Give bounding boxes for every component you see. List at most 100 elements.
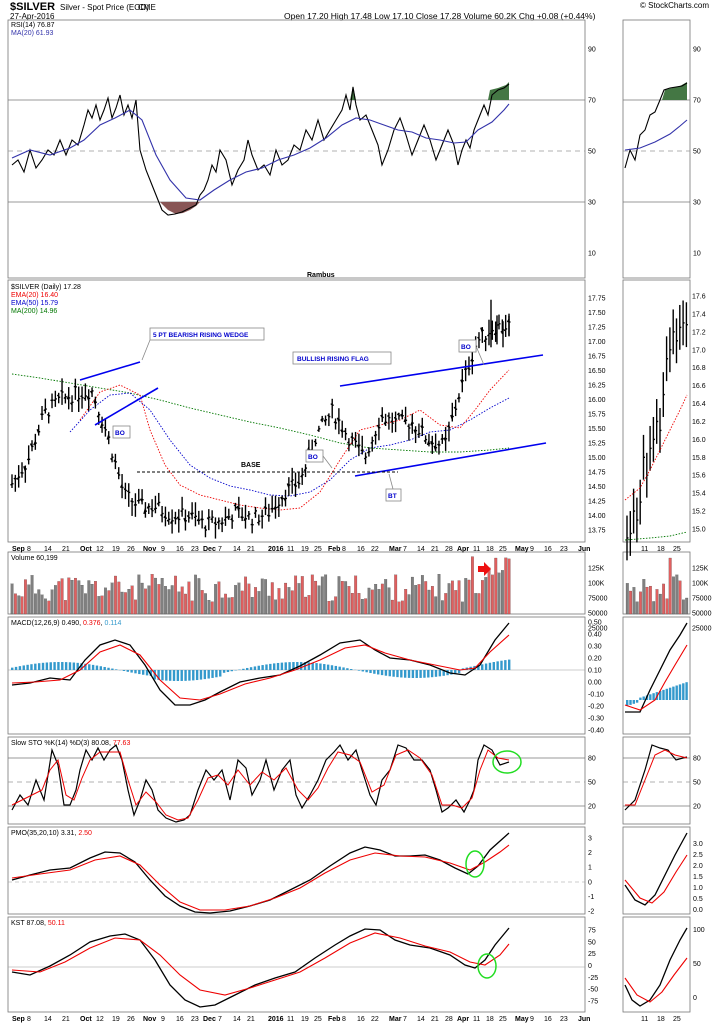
price-bar [270,495,274,513]
x-tick-label: 23 [560,1016,568,1023]
macd-hist-bar [45,662,49,670]
pmo-right-signal [624,854,688,904]
rsi-ma-line [11,103,510,201]
macd-hist-bar [296,662,299,670]
x-tick-label: Jun [578,1016,590,1023]
macd-hist-bar [434,670,438,677]
macd-hist-bar [249,667,253,670]
macd-hist-bar [430,670,434,678]
macd-hist-bar [632,700,635,704]
macd-hist-bar [369,670,372,674]
price-bar [113,453,117,470]
volume-bar [80,585,84,615]
axis-tick-label: 14.25 [588,499,606,506]
volume-bar [471,556,474,615]
volume-bar [464,578,468,615]
price-bar [460,368,464,393]
macd-hist-bar [338,666,341,670]
price-bar [243,504,247,529]
price-bar [420,417,424,437]
macd-hist-bar [215,670,218,678]
price-bar [173,511,177,525]
macd-hist-bar [184,670,187,681]
axis-tick-label: 1.5 [693,874,703,881]
macd-hist-bar [415,670,418,678]
price-bar [266,503,271,522]
price-bar [649,425,652,471]
volume-bar [417,584,421,615]
volume-bar [320,576,324,615]
volume-bar [424,581,428,615]
macd-hist-bar [342,667,345,670]
price-bar [86,389,91,411]
pmo-legend: PMO(35,20,10) 3.31, 2.50 [11,830,92,837]
volume-bar [380,583,384,615]
macd-hist-bar [103,666,106,670]
price-bar [106,431,111,445]
chart-description: Silver - Spot Price (EOD) [60,3,149,12]
x-tick-label: 25 [499,1016,507,1023]
volume-bar [410,576,414,615]
volume-bar [244,576,247,615]
volume-bar [174,575,177,615]
volume-bar [347,586,351,615]
price-bar [137,488,141,504]
volume-bar [134,599,137,615]
price-bar [336,408,341,435]
x-tick-label: 14 [417,546,425,553]
volume-bar [180,586,184,615]
macd-hist-bar [88,664,91,670]
macd-hist-bar [18,666,22,670]
volume-bar [284,582,288,615]
volume-bar [157,584,161,615]
volume-bar [230,597,234,615]
price-bar [69,395,74,413]
volume-bar [390,599,394,615]
volume-bar [678,580,682,615]
axis-tick-label: -75 [588,999,598,1006]
red-arrow-icon [478,562,491,576]
price-bar [146,503,151,515]
x-tick-label: 14 [417,1016,425,1023]
price-bar [675,318,678,364]
x-tick-label: Sep [12,546,25,553]
macd-hist-bar [141,670,145,675]
rsi-axis-right: 90 70 50 30 10 [693,47,701,258]
axis-tick-label: 15.50 [588,426,606,433]
price-bar [33,433,37,450]
x-tick-label: 9 [161,1016,165,1023]
volume-bar [317,585,321,615]
axis-tick-label: 75000 [588,596,608,603]
x-tick-label: Apr [457,546,469,553]
x-tick-label: 9 [530,546,534,553]
price-bar [236,496,241,518]
macd-hist-bar [288,662,291,670]
x-axis: Sep 8 14 21 Oct 12 19 26 Nov 9 16 23 Dec 7 14 21 2016 11 1… [12,546,590,553]
macd-hist-bar [14,666,18,670]
macd-hist-bar [384,670,388,676]
chart-exchange: CME [138,3,156,12]
macd-hist-bar [284,662,287,670]
axis-tick-label: 17.25 [588,325,606,332]
volume-bar [67,577,71,615]
x-tick-label: 8 [342,546,346,553]
price-bar [313,438,318,447]
macd-hist-bar [165,670,168,681]
price-bar [394,411,398,433]
axis-tick-label: 14.50 [588,484,606,491]
x-tick-label: 14 [233,546,241,553]
macd-hist-bar [675,685,678,700]
svg-text:BO: BO [115,430,125,437]
kst-axis: 75 50 25 0 -25 -50 -75 100 50 0 [588,927,705,1006]
price-bar [203,525,207,538]
macd-hist-bar [72,662,76,670]
axis-tick-label: 100 [693,927,705,934]
macd-hist-bar [122,670,126,671]
volume-bar [267,595,271,615]
volume-bar [330,600,334,615]
price-bar [23,465,27,483]
volume-bar [635,601,639,615]
x-tick-label: May [515,546,529,553]
x-tick-label: 23 [191,546,199,553]
macd-hist-bar [157,670,160,680]
